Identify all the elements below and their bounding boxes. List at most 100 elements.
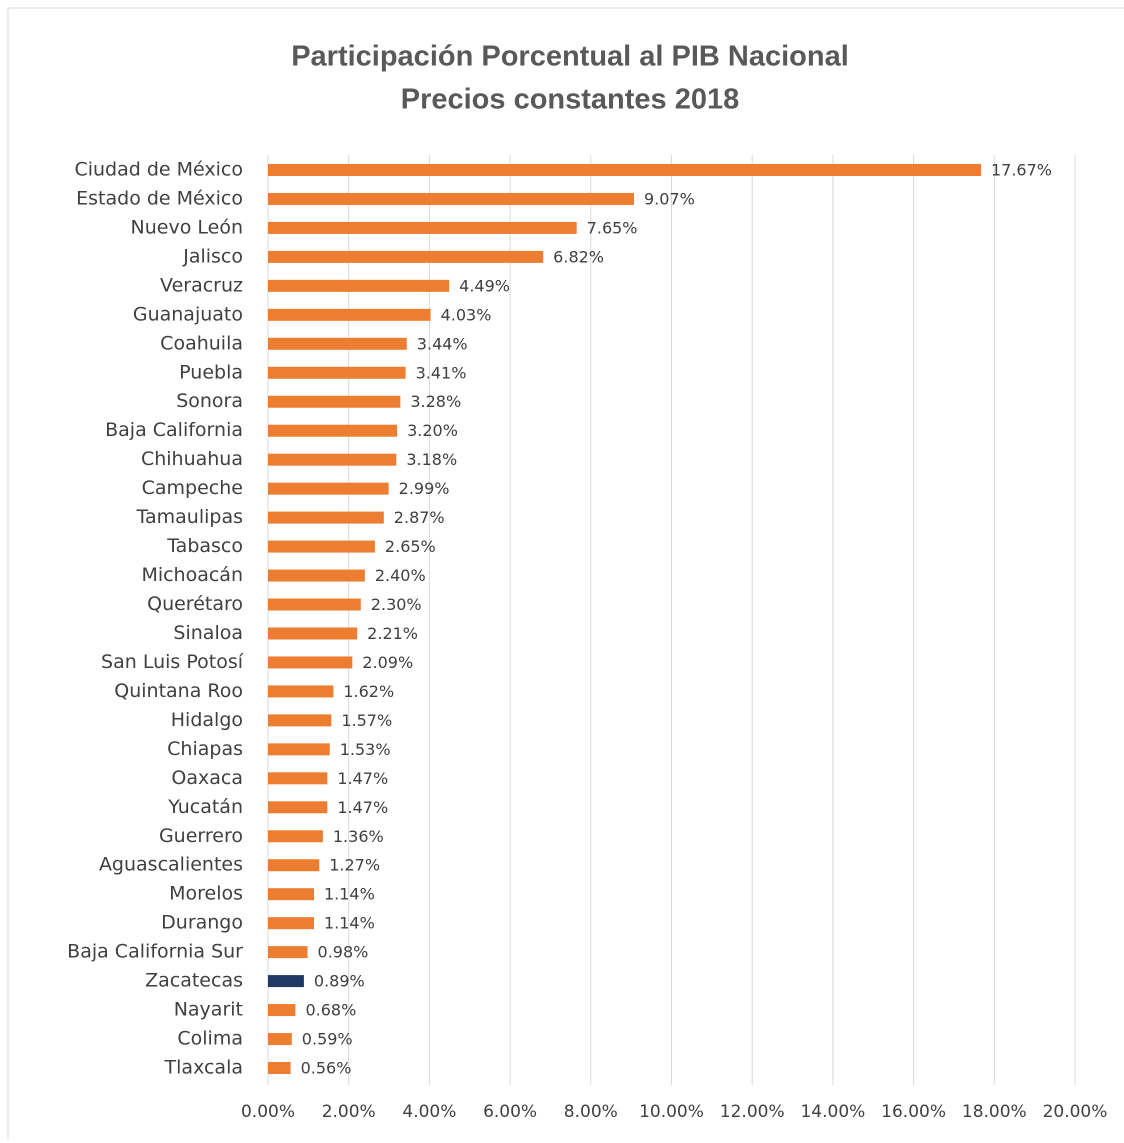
bar (268, 366, 406, 379)
category-label: Veracruz (160, 274, 243, 296)
value-label: 1.47% (337, 769, 388, 788)
value-label: 2.21% (367, 624, 418, 643)
value-label: 1.57% (341, 711, 392, 730)
bar (268, 308, 431, 321)
value-label: 2.65% (385, 537, 436, 556)
bar (268, 569, 365, 582)
value-label: 2.09% (362, 653, 413, 672)
category-label: San Luis Potosí (101, 651, 244, 673)
bar (268, 395, 401, 408)
category-label: Oaxaca (171, 767, 243, 789)
category-label: Campeche (142, 477, 243, 499)
bar (268, 279, 450, 292)
chart-subtitle: Precios constantes 2018 (401, 84, 740, 116)
category-label: Tamaulipas (136, 506, 243, 528)
bar (268, 888, 314, 901)
category-label: Tlaxcala (164, 1057, 243, 1079)
category-label: Durango (161, 912, 243, 934)
value-label: 7.65% (587, 218, 638, 237)
x-tick-label: 4.00% (402, 1102, 456, 1122)
bar (268, 221, 577, 234)
category-label: Chiapas (167, 738, 243, 760)
chart-frame (7, 7, 1124, 1143)
value-label: 0.68% (305, 1001, 356, 1020)
bar (268, 801, 328, 814)
bar (268, 453, 397, 466)
bar (268, 511, 384, 524)
bar (268, 598, 361, 611)
bar (268, 714, 332, 727)
x-tick-label: 0.00% (241, 1102, 295, 1122)
category-label: Jalisco (182, 245, 243, 267)
category-label: Yucatán (167, 796, 243, 818)
category-label: Guanajuato (133, 303, 243, 325)
bar (268, 772, 328, 785)
category-label: Querétaro (147, 593, 243, 615)
category-label: Baja California Sur (67, 941, 243, 963)
bar (268, 743, 330, 756)
category-label: Guerrero (159, 825, 243, 847)
category-label: Morelos (169, 883, 243, 905)
category-label: Colima (177, 1028, 243, 1050)
bar (268, 164, 981, 176)
category-label: Tabasco (166, 535, 243, 557)
category-label: Puebla (179, 361, 243, 383)
x-tick-label: 8.00% (564, 1102, 618, 1122)
value-label: 1.14% (324, 885, 375, 904)
value-label: 0.59% (302, 1030, 353, 1049)
bar (268, 917, 314, 930)
value-label: 9.07% (644, 189, 695, 208)
category-label: Sinaloa (173, 622, 243, 644)
category-label: Michoacán (141, 564, 243, 586)
x-tick-label: 10.00% (639, 1102, 704, 1122)
x-tick-label: 16.00% (881, 1102, 946, 1122)
bar (268, 859, 320, 872)
bar (268, 627, 358, 640)
bar (268, 830, 323, 843)
value-label: 4.49% (459, 276, 510, 295)
bar (268, 192, 634, 205)
value-label: 3.28% (410, 392, 461, 411)
bar (268, 337, 407, 350)
value-label: 2.40% (375, 566, 426, 585)
value-label: 2.30% (371, 595, 422, 614)
category-label: Chihuahua (141, 448, 243, 470)
category-label: Coahuila (160, 332, 243, 354)
category-label: Estado de México (76, 187, 243, 209)
value-label: 17.67% (991, 161, 1052, 180)
category-label: Zacatecas (145, 970, 243, 992)
bar (268, 250, 544, 263)
bar (268, 424, 398, 437)
x-tick-label: 14.00% (800, 1102, 865, 1122)
value-label: 3.41% (416, 363, 467, 382)
bar (268, 656, 353, 669)
value-label: 1.36% (333, 827, 384, 846)
bar (268, 946, 308, 959)
bar (268, 975, 304, 988)
value-label: 1.53% (340, 740, 391, 759)
value-label: 1.14% (324, 914, 375, 933)
chart-title: Participación Porcentual al PIB Nacional (291, 41, 849, 73)
x-tick-label: 6.00% (483, 1102, 537, 1122)
category-label: Sonora (176, 390, 243, 412)
category-label: Hidalgo (171, 709, 243, 731)
value-label: 6.82% (553, 247, 604, 266)
value-label: 1.47% (337, 798, 388, 817)
category-label: Ciudad de México (74, 159, 243, 181)
x-tick-label: 12.00% (720, 1102, 785, 1122)
category-label: Baja California (105, 419, 243, 441)
x-tick-label: 20.00% (1043, 1102, 1108, 1122)
x-tick-label: 2.00% (322, 1102, 376, 1122)
value-label: 1.62% (343, 682, 394, 701)
category-label: Aguascalientes (99, 854, 243, 876)
category-label: Quintana Roo (114, 680, 243, 702)
value-label: 1.27% (329, 856, 380, 875)
bar (268, 1062, 291, 1074)
bar (268, 482, 389, 495)
value-label: 4.03% (441, 305, 492, 324)
value-label: 3.20% (407, 421, 458, 440)
x-tick-label: 18.00% (962, 1102, 1027, 1122)
value-label: 3.44% (417, 334, 468, 353)
bar (268, 540, 375, 553)
